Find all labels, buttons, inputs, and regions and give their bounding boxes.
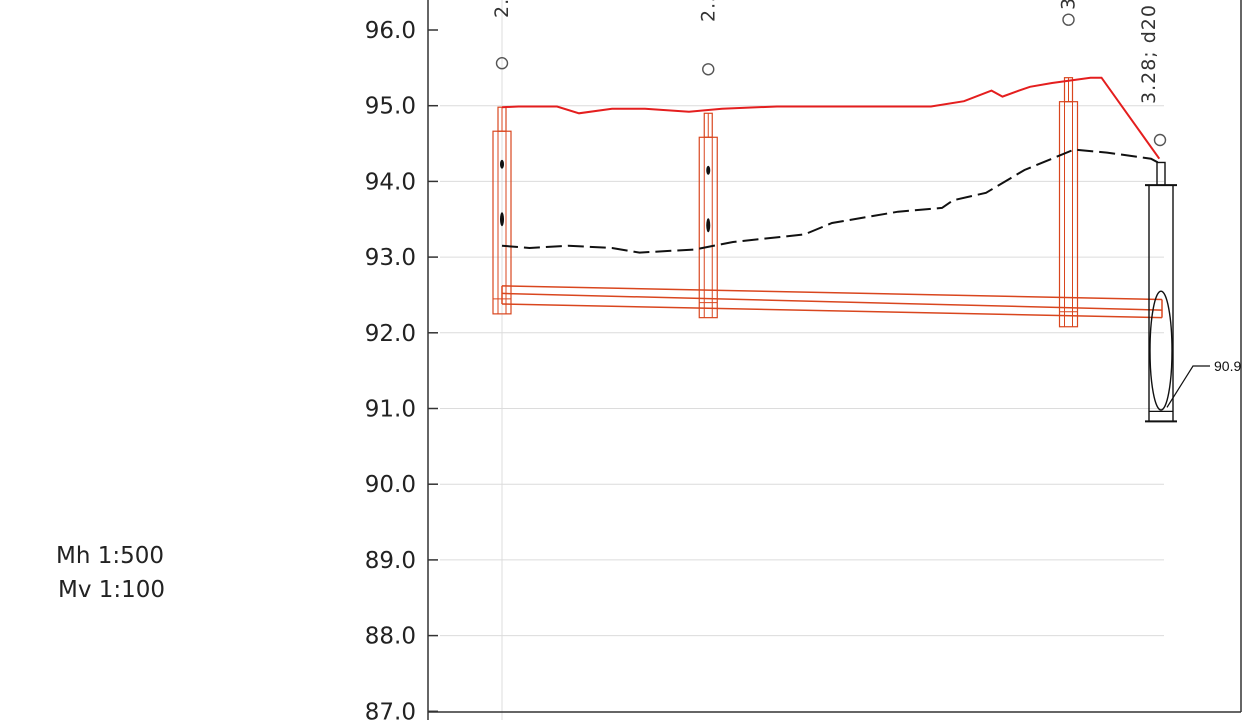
- station-circle: [495, 57, 509, 70]
- station-circle: [1062, 13, 1075, 26]
- y-tick-label: 96.0: [365, 18, 416, 44]
- well-shaft: [492, 130, 512, 315]
- well-marker: [706, 218, 711, 233]
- scale-horizontal: Mh 1:500: [56, 543, 164, 569]
- y-tick-label: 94.0: [365, 169, 416, 195]
- station-circle: [702, 63, 715, 76]
- station-label: 2.5: [491, 0, 513, 18]
- well: [1058, 77, 1079, 328]
- annotation-leader: [1166, 365, 1210, 408]
- station-label: 2.5: [697, 0, 719, 22]
- well-marker: [706, 165, 711, 175]
- y-tick-label: 91.0: [365, 397, 416, 423]
- well: [698, 112, 718, 319]
- well-shaft: [1058, 101, 1079, 328]
- y-tick-label: 90.0: [365, 472, 416, 498]
- ground-line: [501, 76, 1161, 160]
- y-tick-label: 95.0: [365, 94, 416, 120]
- y-tick-label: 88.0: [365, 624, 416, 650]
- well-marker: [500, 159, 504, 169]
- well-shaft: [698, 136, 718, 319]
- station-label: 3.28; d20: [1138, 4, 1160, 104]
- pipe-line: [501, 303, 1163, 319]
- y-tick-label: 89.0: [365, 548, 416, 574]
- well-marker: [500, 212, 504, 227]
- chamber-ellipse: [1149, 290, 1173, 411]
- pipe-line: [501, 292, 1163, 311]
- y-tick-label: 92.0: [365, 321, 416, 347]
- scale-vertical: Mv 1:100: [58, 577, 165, 603]
- pipes: [501, 285, 1163, 319]
- station-label: 3: [1058, 0, 1080, 10]
- y-tick-label: 87.0: [365, 699, 416, 720]
- chamber-group: [1145, 161, 1210, 423]
- well: [492, 106, 512, 315]
- axes: [427, 0, 1242, 720]
- grid-lines: [440, 0, 1164, 720]
- y-tick-label: 93.0: [365, 245, 416, 271]
- labels: 96.0 95.0 94.0 93.0 92.0 91.0 90.0 89.0 88.0 87.0…: [365, 0, 1167, 720]
- wells: [492, 77, 1079, 328]
- pipe-line: [501, 285, 1163, 301]
- water-line: [501, 148, 1163, 254]
- series: [501, 76, 1163, 254]
- station-circle: [1153, 133, 1167, 147]
- chamber-annotation: 90.9: [1214, 358, 1241, 374]
